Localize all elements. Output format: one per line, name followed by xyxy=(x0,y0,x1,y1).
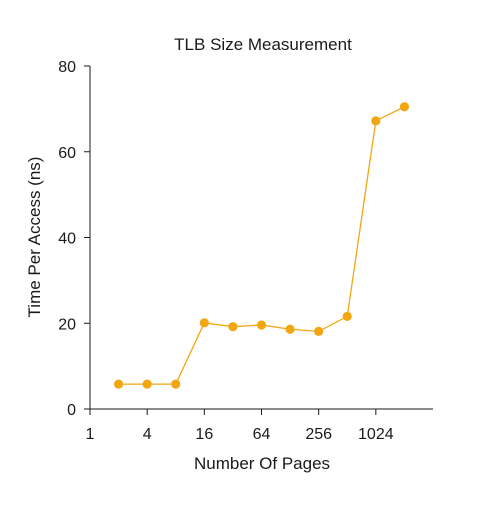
y-tick-label: 40 xyxy=(58,231,76,248)
x-tick-label: 256 xyxy=(305,426,332,443)
y-tick-label: 0 xyxy=(67,402,76,419)
chart-title: TLB Size Measurement xyxy=(174,35,352,54)
data-point xyxy=(285,324,295,334)
y-axis-label: Time Per Access (ns) xyxy=(25,157,44,318)
series-layer xyxy=(113,102,410,389)
data-point xyxy=(142,379,152,389)
x-tick-label: 1024 xyxy=(358,426,394,443)
data-point xyxy=(171,379,181,389)
data-point xyxy=(314,326,324,336)
y-axis-ticks: 0 20 40 60 80 xyxy=(58,59,90,419)
data-point xyxy=(256,320,267,330)
plot-area: 0 20 40 60 80 1 4 16 64 256 1024 xyxy=(58,59,433,443)
x-tick-label: 4 xyxy=(143,426,152,443)
y-tick-label: 20 xyxy=(58,316,76,333)
x-tick-label: 64 xyxy=(253,426,271,443)
x-tick-label: 1 xyxy=(86,426,95,443)
data-point xyxy=(342,311,352,321)
x-tick-label: 16 xyxy=(195,426,213,443)
data-point xyxy=(113,379,124,389)
x-axis-label: Number Of Pages xyxy=(194,454,330,473)
x-axis-ticks: 1 4 16 64 256 1024 xyxy=(86,409,394,443)
data-point xyxy=(199,318,209,328)
data-point xyxy=(228,322,238,332)
series-line xyxy=(118,106,405,385)
data-point xyxy=(371,116,381,126)
data-point xyxy=(399,102,410,112)
y-tick-label: 80 xyxy=(58,59,76,76)
y-tick-label: 60 xyxy=(58,145,76,162)
